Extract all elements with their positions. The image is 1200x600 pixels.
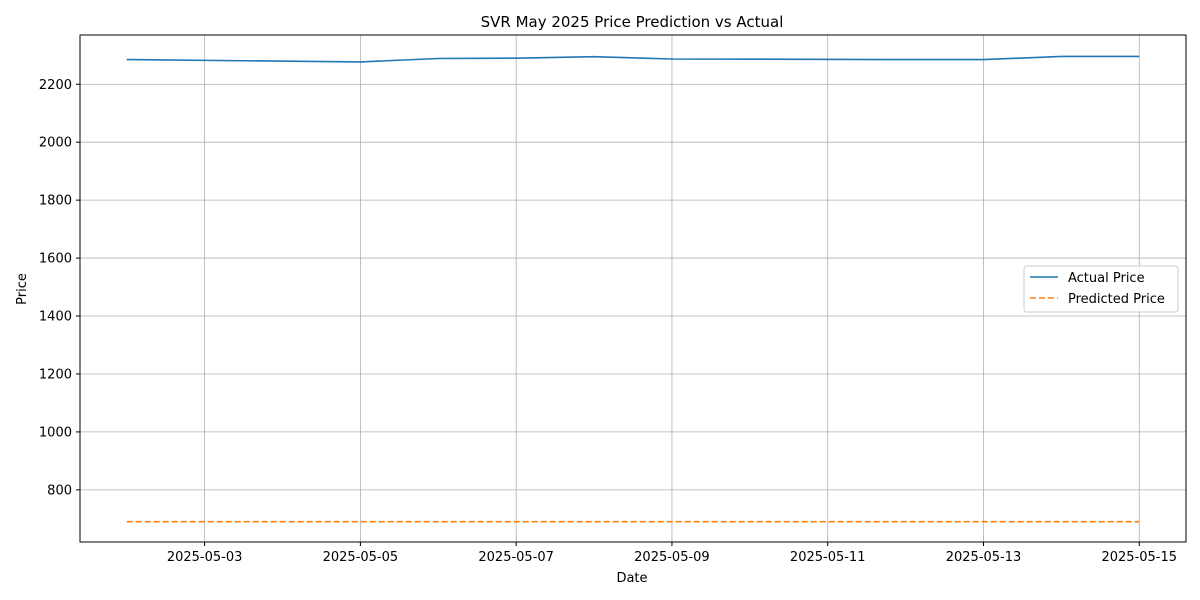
x-tick-label: 2025-05-13 <box>946 550 1022 565</box>
y-tick-label: 1400 <box>39 310 72 325</box>
y-tick-label: 800 <box>47 483 72 498</box>
x-tick-label: 2025-05-11 <box>790 550 866 565</box>
x-tick-label: 2025-05-15 <box>1101 550 1177 565</box>
x-tick-label: 2025-05-03 <box>167 550 243 565</box>
series-line-actual <box>126 55 1140 63</box>
y-axis-title: Price <box>15 273 30 305</box>
legend-label-actual: Actual Price <box>1068 271 1145 286</box>
chart-title: SVR May 2025 Price Prediction vs Actual <box>481 13 784 31</box>
legend-box <box>1023 265 1179 313</box>
x-axis-ticks: 2025-05-03 2025-05-05 2025-05-07 2025-05-09… <box>167 542 1177 565</box>
y-tick-label: 1600 <box>39 252 72 267</box>
series-lines <box>126 55 1140 523</box>
legend-label-predicted: Predicted Price <box>1068 292 1165 307</box>
y-tick-label: 2000 <box>39 136 72 151</box>
x-axis-title: Date <box>616 571 647 586</box>
x-tick-label: 2025-05-05 <box>323 550 399 565</box>
y-tick-label: 2200 <box>39 78 72 93</box>
y-axis-ticks: 800 1000 1200 1400 1600 1800 2000 2200 <box>39 78 80 498</box>
grid-lines <box>80 35 1186 542</box>
x-tick-label: 2025-05-09 <box>634 550 710 565</box>
x-tick-label: 2025-05-07 <box>478 550 554 565</box>
y-tick-label: 1800 <box>39 194 72 209</box>
plot-frame <box>79 34 1187 543</box>
legend: Actual Price Predicted Price <box>1023 265 1179 313</box>
y-tick-label: 1000 <box>39 425 72 440</box>
y-tick-label: 1200 <box>39 367 72 382</box>
